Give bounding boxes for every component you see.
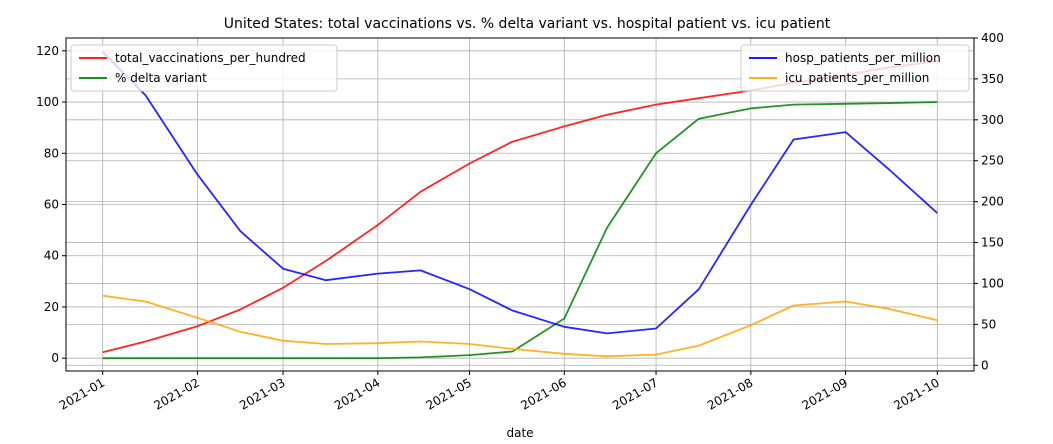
series-line-delta-variant (102, 101, 938, 360)
y-right-tick-label: 200 (981, 195, 1004, 209)
y-left-tick-label: 60 (44, 198, 59, 212)
legend-left: total_vaccinations_per_hundred % delta va… (70, 44, 338, 92)
x-tick-label: 2021-03 (237, 375, 287, 412)
y-axis-left-ticks: 0 20 40 60 80 100 120 (36, 44, 66, 365)
x-axis-label: date (506, 426, 533, 440)
y-right-tick-label: 50 (981, 317, 996, 331)
legend-label: icu_patients_per_million (785, 71, 929, 85)
legend-label: hosp_patients_per_million (785, 51, 941, 65)
x-tick-label: 2021-05 (424, 375, 474, 412)
chart-title: United States: total vaccinations vs. % … (224, 16, 831, 32)
y-left-tick-label: 20 (44, 300, 59, 314)
x-tick-label: 2021-02 (152, 375, 202, 412)
series-lines (102, 51, 938, 360)
y-axis-right-ticks: 0 50 100 150 200 250 300 350 400 (974, 31, 1004, 372)
y-left-tick-label: 0 (51, 351, 59, 365)
y-left-tick-label: 80 (44, 146, 59, 160)
grid-lines (66, 37, 974, 371)
y-right-tick-label: 100 (981, 276, 1004, 290)
x-tick-label: 2021-06 (518, 375, 568, 412)
legend-box (740, 44, 970, 92)
x-tick-label: 2021-10 (891, 375, 941, 412)
y-right-tick-label: 0 (981, 358, 989, 372)
x-tick-label: 2021-07 (610, 375, 660, 412)
y-right-tick-label: 350 (981, 72, 1004, 86)
x-tick-label: 2021-04 (332, 375, 382, 412)
x-tick-label: 2021-08 (705, 375, 755, 412)
x-tick-label: 2021-01 (57, 375, 107, 412)
series-line-hosp-patients-per-million (102, 51, 938, 335)
y-left-tick-label: 120 (36, 44, 59, 58)
y-right-tick-label: 150 (981, 236, 1004, 250)
legend-box (70, 44, 338, 92)
y-right-tick-label: 300 (981, 113, 1004, 127)
x-axis-ticks: 2021-01 2021-02 2021-03 2021-04 2021-05 2021-… (57, 371, 942, 413)
y-right-tick-label: 400 (981, 31, 1004, 45)
legend-label: % delta variant (115, 71, 207, 85)
legend-right: hosp_patients_per_million icu_patients_pe… (740, 44, 970, 92)
x-tick-label: 2021-09 (800, 375, 850, 412)
series-line-icu-patients-per-million (102, 294, 938, 358)
y-left-tick-label: 100 (36, 95, 59, 109)
y-right-tick-label: 250 (981, 154, 1004, 168)
legend-label: total_vaccinations_per_hundred (115, 51, 306, 65)
y-left-tick-label: 40 (44, 249, 59, 263)
